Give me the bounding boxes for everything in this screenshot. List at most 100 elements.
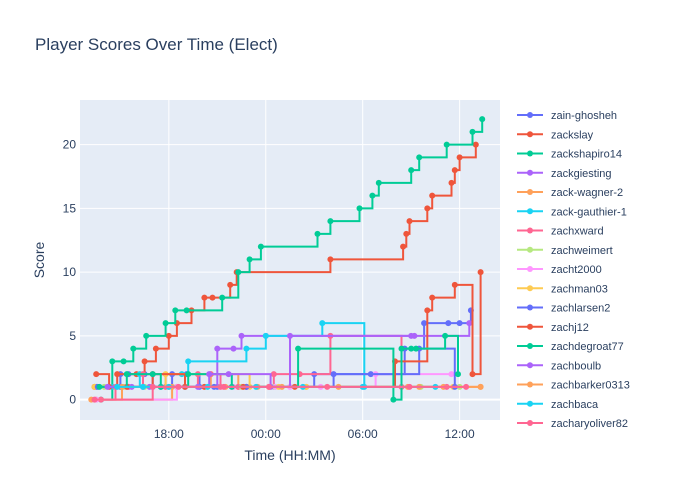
data-point — [429, 294, 436, 301]
data-point — [421, 320, 428, 327]
legend-item[interactable]: zachdegroat77 — [517, 341, 624, 353]
data-point — [330, 371, 337, 378]
legend-swatch-marker — [527, 208, 533, 215]
y-tick-label: 0 — [69, 393, 76, 407]
data-point — [416, 154, 423, 161]
legend-item[interactable]: zachj12 — [517, 322, 589, 334]
series-line — [99, 334, 459, 401]
legend-item[interactable]: zain-ghosheh — [517, 110, 617, 122]
legend-item[interactable]: zachlarsen2 — [517, 303, 610, 315]
legend-swatch-marker — [527, 227, 533, 234]
data-point — [130, 345, 137, 352]
legend-item[interactable]: zacht2000 — [517, 264, 602, 276]
data-point — [175, 383, 182, 390]
data-point — [220, 383, 227, 390]
data-point — [466, 320, 473, 327]
legend-item[interactable]: zackshapiro14 — [517, 149, 622, 161]
x-axis-title: Time (HH:MM) — [244, 447, 335, 463]
data-point — [408, 345, 415, 352]
data-point — [149, 383, 156, 390]
legend-label: zacht2000 — [551, 264, 602, 276]
data-point — [185, 358, 192, 365]
series-zachdegroat77 — [96, 332, 461, 403]
legend-swatch-marker — [527, 323, 533, 330]
data-point — [185, 371, 192, 378]
data-point — [227, 281, 234, 288]
y-tick-label: 10 — [63, 265, 77, 279]
legend-swatch-marker — [527, 304, 533, 311]
data-point — [120, 358, 127, 365]
legend-swatch-marker — [527, 400, 533, 407]
data-point — [295, 345, 302, 352]
legend-label: zackshapiro14 — [551, 149, 622, 161]
data-point — [451, 167, 458, 174]
data-point — [398, 345, 405, 352]
legend-label: zachbaca — [551, 399, 599, 411]
legend-item[interactable]: zack-wagner-2 — [517, 187, 623, 199]
x-tick-labels: 18:00 00:00 06:00 12:00 — [154, 427, 475, 441]
legend-label: zacharyoliver82 — [551, 418, 628, 430]
legend-item[interactable]: zacharyoliver82 — [517, 418, 628, 430]
data-point — [114, 371, 121, 378]
legend-swatch-marker — [527, 420, 533, 426]
data-point — [443, 141, 450, 148]
data-point — [140, 383, 146, 390]
legend-swatch-marker — [527, 169, 533, 176]
legend: zain-ghosheh zackslay zackshapiro14 zackgie… — [517, 110, 630, 430]
legend-item[interactable]: zachboulb — [517, 360, 601, 372]
data-point — [96, 383, 103, 390]
data-point — [469, 128, 476, 135]
legend-swatch-marker — [527, 150, 533, 157]
legend-swatch-marker — [527, 285, 533, 292]
legend-item[interactable]: zachweimert — [517, 245, 613, 257]
data-point — [238, 332, 245, 339]
legend-label: zachj12 — [551, 322, 589, 334]
legend-swatch-marker — [527, 246, 533, 253]
data-point — [91, 396, 98, 403]
legend-item[interactable]: zachbaca — [517, 399, 599, 411]
data-point — [369, 192, 376, 199]
chart-title: Player Scores Over Time (Elect) — [35, 35, 278, 54]
data-point — [123, 371, 130, 378]
data-point — [408, 332, 415, 339]
data-point — [456, 154, 463, 161]
data-point — [327, 218, 334, 225]
data-point — [172, 307, 179, 314]
legend-item[interactable]: zachman03 — [517, 283, 608, 295]
legend-label: zachman03 — [551, 283, 608, 295]
series-lines — [88, 116, 486, 403]
legend-label: zachlarsen2 — [551, 303, 610, 315]
data-point — [257, 243, 264, 250]
legend-item[interactable]: zachxward — [517, 226, 604, 238]
y-tick-label: 5 — [69, 329, 76, 343]
data-point — [451, 281, 458, 288]
legend-swatch-marker — [527, 112, 533, 118]
data-point — [266, 383, 272, 390]
data-point — [442, 332, 449, 339]
y-tick-label: 15 — [63, 201, 77, 215]
legend-label: zachweimert — [551, 245, 613, 257]
legend-item[interactable]: zackgiesting — [517, 168, 612, 180]
data-point — [327, 256, 334, 263]
y-tick-label: 20 — [63, 138, 77, 152]
legend-swatch-marker — [527, 343, 533, 349]
x-tick-label: 00:00 — [251, 427, 281, 441]
x-tick-label: 18:00 — [154, 427, 184, 441]
data-point — [93, 371, 100, 378]
data-point — [413, 345, 419, 352]
series-zacharyoliver82 — [91, 383, 470, 403]
data-point — [319, 320, 326, 327]
legend-item[interactable]: zachbarker0313 — [517, 380, 630, 392]
data-point — [406, 218, 413, 225]
data-point — [114, 383, 121, 390]
legend-item[interactable]: zack-gauthier-1 — [517, 206, 627, 218]
data-point — [183, 307, 190, 314]
legend-item[interactable]: zackslay — [517, 129, 594, 141]
y-axis-title: Score — [31, 242, 47, 279]
data-point — [219, 294, 226, 301]
data-point — [469, 371, 476, 378]
legend-label: zachxward — [551, 226, 604, 238]
legend-swatch-marker — [527, 266, 533, 272]
legend-label: zachbarker0313 — [551, 380, 630, 392]
